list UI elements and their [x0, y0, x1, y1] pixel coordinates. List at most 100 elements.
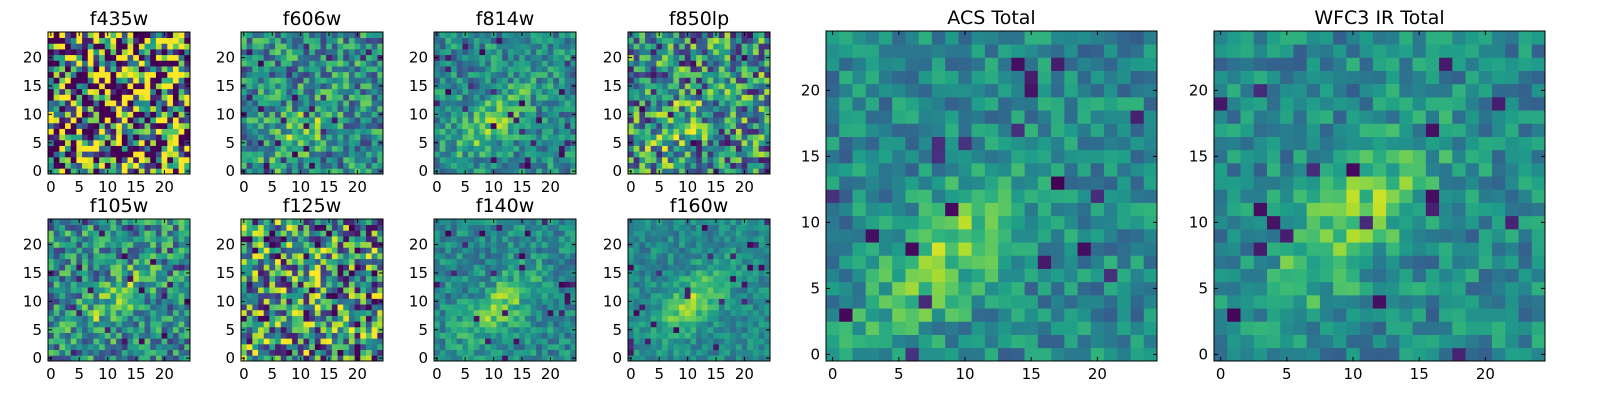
heatmap-cell: [536, 105, 543, 112]
heatmap-cell: [679, 122, 686, 129]
heatmap-cell: [331, 349, 338, 356]
heatmap-cell: [292, 145, 299, 152]
heatmap-cell: [633, 43, 640, 50]
heatmap-cell: [65, 111, 72, 118]
heatmap-cell: [451, 349, 458, 356]
heatmap-cell: [439, 321, 446, 328]
heatmap-cell: [707, 309, 714, 316]
heatmap-cell: [99, 270, 106, 277]
heatmap-cell: [116, 100, 123, 107]
heatmap-cell: [331, 298, 338, 305]
heatmap-cell: [633, 332, 640, 339]
heatmap-cell: [303, 315, 310, 322]
heatmap-cell: [741, 304, 748, 311]
heatmap-cell: [286, 304, 293, 311]
heatmap-cell: [127, 224, 134, 231]
heatmap-cell: [150, 292, 157, 299]
heatmap-cell: [258, 304, 265, 311]
heatmap-cell: [87, 77, 94, 84]
heatmap-cell: [133, 270, 140, 277]
heatmap-cell: [172, 43, 179, 50]
heatmap-cell: [184, 287, 191, 294]
heatmap-cell: [507, 139, 514, 146]
heatmap-cell: [343, 241, 350, 248]
heatmap-cell: [326, 326, 333, 333]
heatmap-cell: [178, 134, 185, 141]
heatmap-cell: [502, 105, 509, 112]
heatmap-cell: [570, 236, 577, 243]
heatmap-cell: [269, 83, 276, 90]
y-tick-label: 10: [23, 292, 42, 310]
heatmap-cell: [490, 275, 497, 282]
heatmap-cell: [138, 162, 145, 169]
heatmap-cell: [354, 156, 361, 163]
heatmap-cell: [331, 338, 338, 345]
heatmap-cell: [297, 321, 304, 328]
heatmap-cell: [297, 88, 304, 95]
heatmap-cell: [570, 349, 577, 356]
heatmap-cell: [536, 145, 543, 152]
heatmap-cell: [172, 264, 179, 271]
heatmap-cell: [713, 315, 720, 322]
heatmap-cell: [76, 128, 83, 135]
heatmap-cell: [127, 111, 134, 118]
heatmap-cell: [161, 100, 168, 107]
heatmap-cell: [496, 122, 503, 129]
heatmap-cell: [133, 332, 140, 339]
heatmap-cell: [434, 321, 441, 328]
heatmap-cell: [337, 168, 344, 175]
heatmap-cell: [439, 338, 446, 345]
heatmap-cell: [673, 162, 680, 169]
heatmap-cell: [673, 156, 680, 163]
heatmap-cell: [320, 292, 327, 299]
heatmap-cell: [309, 49, 316, 56]
heatmap-cell: [445, 264, 452, 271]
heatmap-cell: [280, 281, 287, 288]
heatmap-cell: [764, 309, 771, 316]
heatmap-cell: [150, 315, 157, 322]
heatmap-cell: [701, 349, 708, 356]
heatmap-cell: [735, 298, 742, 305]
heatmap-cell: [633, 139, 640, 146]
heatmap-cell: [741, 292, 748, 299]
y-tick-label: 10: [23, 105, 42, 123]
heatmap-cell: [645, 60, 652, 67]
heatmap-cell: [275, 281, 282, 288]
heatmap-cell: [650, 105, 657, 112]
heatmap-cell: [365, 168, 372, 175]
heatmap-cell: [343, 298, 350, 305]
heatmap-cell: [252, 315, 259, 322]
heatmap-cell: [326, 151, 333, 158]
heatmap-cell: [246, 71, 253, 78]
heatmap-cell: [701, 281, 708, 288]
heatmap-cell: [758, 71, 765, 78]
heatmap-cell: [178, 32, 185, 39]
heatmap-cell: [241, 100, 248, 107]
heatmap-cell: [93, 37, 100, 44]
heatmap-cell: [303, 37, 310, 44]
heatmap-cell: [673, 315, 680, 322]
heatmap-cell: [479, 49, 486, 56]
heatmap-cell: [286, 83, 293, 90]
heatmap-cell: [65, 54, 72, 61]
heatmap-cell: [707, 349, 714, 356]
heatmap-cell: [144, 49, 151, 56]
y-tick-label: 15: [603, 77, 622, 95]
heatmap-cell: [337, 236, 344, 243]
heatmap-cell: [104, 100, 111, 107]
heatmap-cell: [371, 287, 378, 294]
heatmap-cell: [365, 49, 372, 56]
heatmap-cell: [320, 264, 327, 271]
heatmap-cell: [104, 83, 111, 90]
heatmap-cell: [496, 275, 503, 282]
heatmap-cell: [314, 247, 321, 254]
heatmap-cell: [269, 156, 276, 163]
heatmap-cell: [172, 270, 179, 277]
heatmap-cell: [451, 83, 458, 90]
heatmap-cell: [172, 145, 179, 152]
heatmap-cell: [730, 37, 737, 44]
heatmap-cell: [184, 105, 191, 112]
heatmap-cell: [628, 88, 635, 95]
heatmap-cell: [348, 270, 355, 277]
heatmap-cells-f814w: [434, 32, 577, 175]
